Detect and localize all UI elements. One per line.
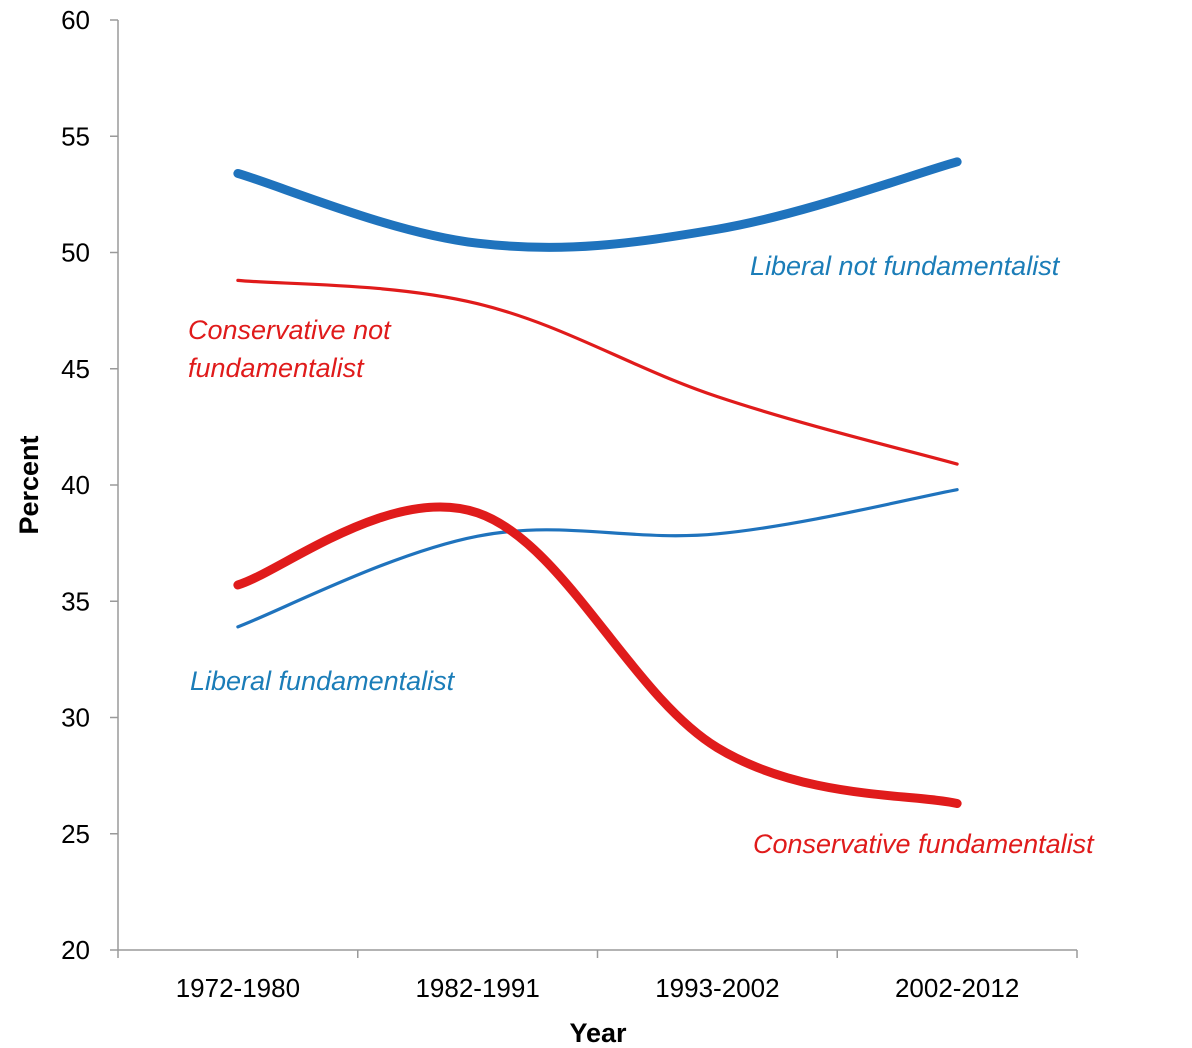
series-label-conservative-not-fundamentalist: fundamentalist (188, 353, 365, 383)
y-tick-label: 45 (61, 354, 90, 384)
y-tick-label: 55 (61, 121, 90, 151)
y-axis-title: Percent (14, 435, 44, 534)
y-tick-label: 35 (61, 586, 90, 616)
y-tick-label: 20 (61, 935, 90, 965)
y-tick-label: 30 (61, 703, 90, 733)
series-line-liberal-not-fundamentalist (233, 157, 962, 252)
y-tick-label: 60 (61, 5, 90, 35)
x-axis-title: Year (569, 1018, 627, 1048)
y-tick-label: 40 (61, 470, 90, 500)
y-tick-label: 25 (61, 819, 90, 849)
axes (117, 20, 1077, 951)
y-tick-label: 50 (61, 238, 90, 268)
series-line-conservative-fundamentalist (233, 502, 962, 809)
series-line-conservative-not-fundamentalist (236, 278, 959, 466)
x-tick-label: 1993-2002 (655, 973, 779, 1003)
x-tick-label: 2002-2012 (895, 973, 1019, 1003)
series-label-liberal-fundamentalist: Liberal fundamentalist (190, 666, 456, 696)
y-ticks: 20 25 30 35 40 45 50 55 60 (61, 5, 118, 965)
series-label-liberal-not-fundamentalist: Liberal not fundamentalist (750, 251, 1061, 281)
x-tick-label: 1972-1980 (176, 973, 300, 1003)
x-ticks: 1972-1980 1982-1991 1993-2002 2002-2012 (117, 950, 1078, 1003)
series-label-conservative-fundamentalist: Conservative fundamentalist (753, 829, 1095, 859)
series-lines (233, 157, 962, 809)
series-line-liberal-fundamentalist (236, 488, 959, 629)
series-label-conservative-not-fundamentalist: Conservative not (188, 315, 392, 345)
series-labels: Liberal not fundamentalist Conservative n… (188, 251, 1095, 859)
x-tick-label: 1982-1991 (415, 973, 539, 1003)
